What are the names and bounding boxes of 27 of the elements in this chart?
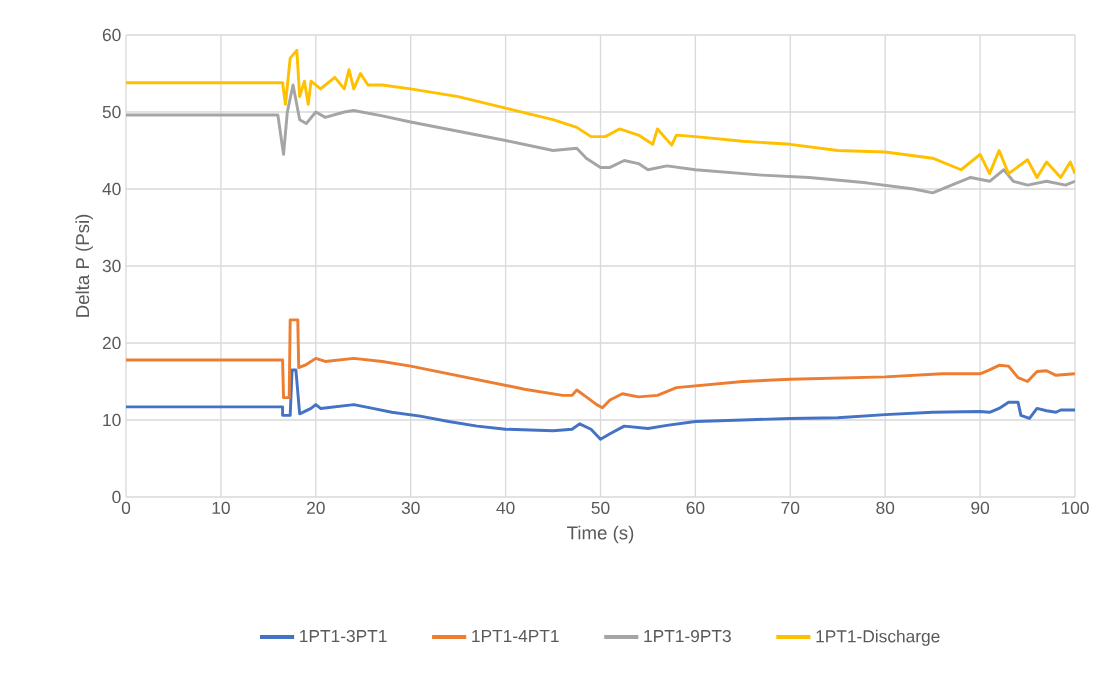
legend-label: 1PT1-3PT1 [300, 629, 387, 643]
y-tick-label: 10 [103, 413, 121, 427]
line-series [126, 368, 1075, 441]
y-tick-label: 0 [112, 490, 121, 504]
x-tick-label: 30 [401, 501, 420, 514]
y-tick-label: 30 [102, 259, 121, 273]
x-tick-label: 20 [307, 501, 325, 514]
x-tick-label: 100 [1061, 501, 1089, 514]
legend-label: 1PT1-Discharge [816, 629, 940, 646]
y-tick-label: 60 [102, 28, 121, 42]
x-tick-label: 90 [971, 501, 990, 514]
legend-label: 1PT1-9PT3 [644, 629, 731, 643]
x-tick-label: 0 [121, 501, 131, 514]
y-tick-label: 40 [102, 182, 121, 196]
y-axis-title: Delta P (Psi) [75, 214, 93, 317]
x-tick-label: 40 [496, 501, 515, 514]
x-tick-label: 70 [781, 501, 800, 514]
x-tick-label: 10 [212, 501, 230, 514]
line-series [126, 83, 1075, 195]
x-tick-label: 80 [876, 501, 895, 514]
y-tick-label: 20 [102, 336, 121, 350]
y-tick-label: 50 [102, 105, 121, 119]
x-axis-title: Time (s) [567, 525, 634, 544]
line-series [126, 48, 1075, 179]
x-tick-label: 60 [686, 501, 705, 514]
legend-label: 1PT1-4PT1 [472, 630, 559, 642]
x-tick-label: 50 [591, 501, 610, 514]
